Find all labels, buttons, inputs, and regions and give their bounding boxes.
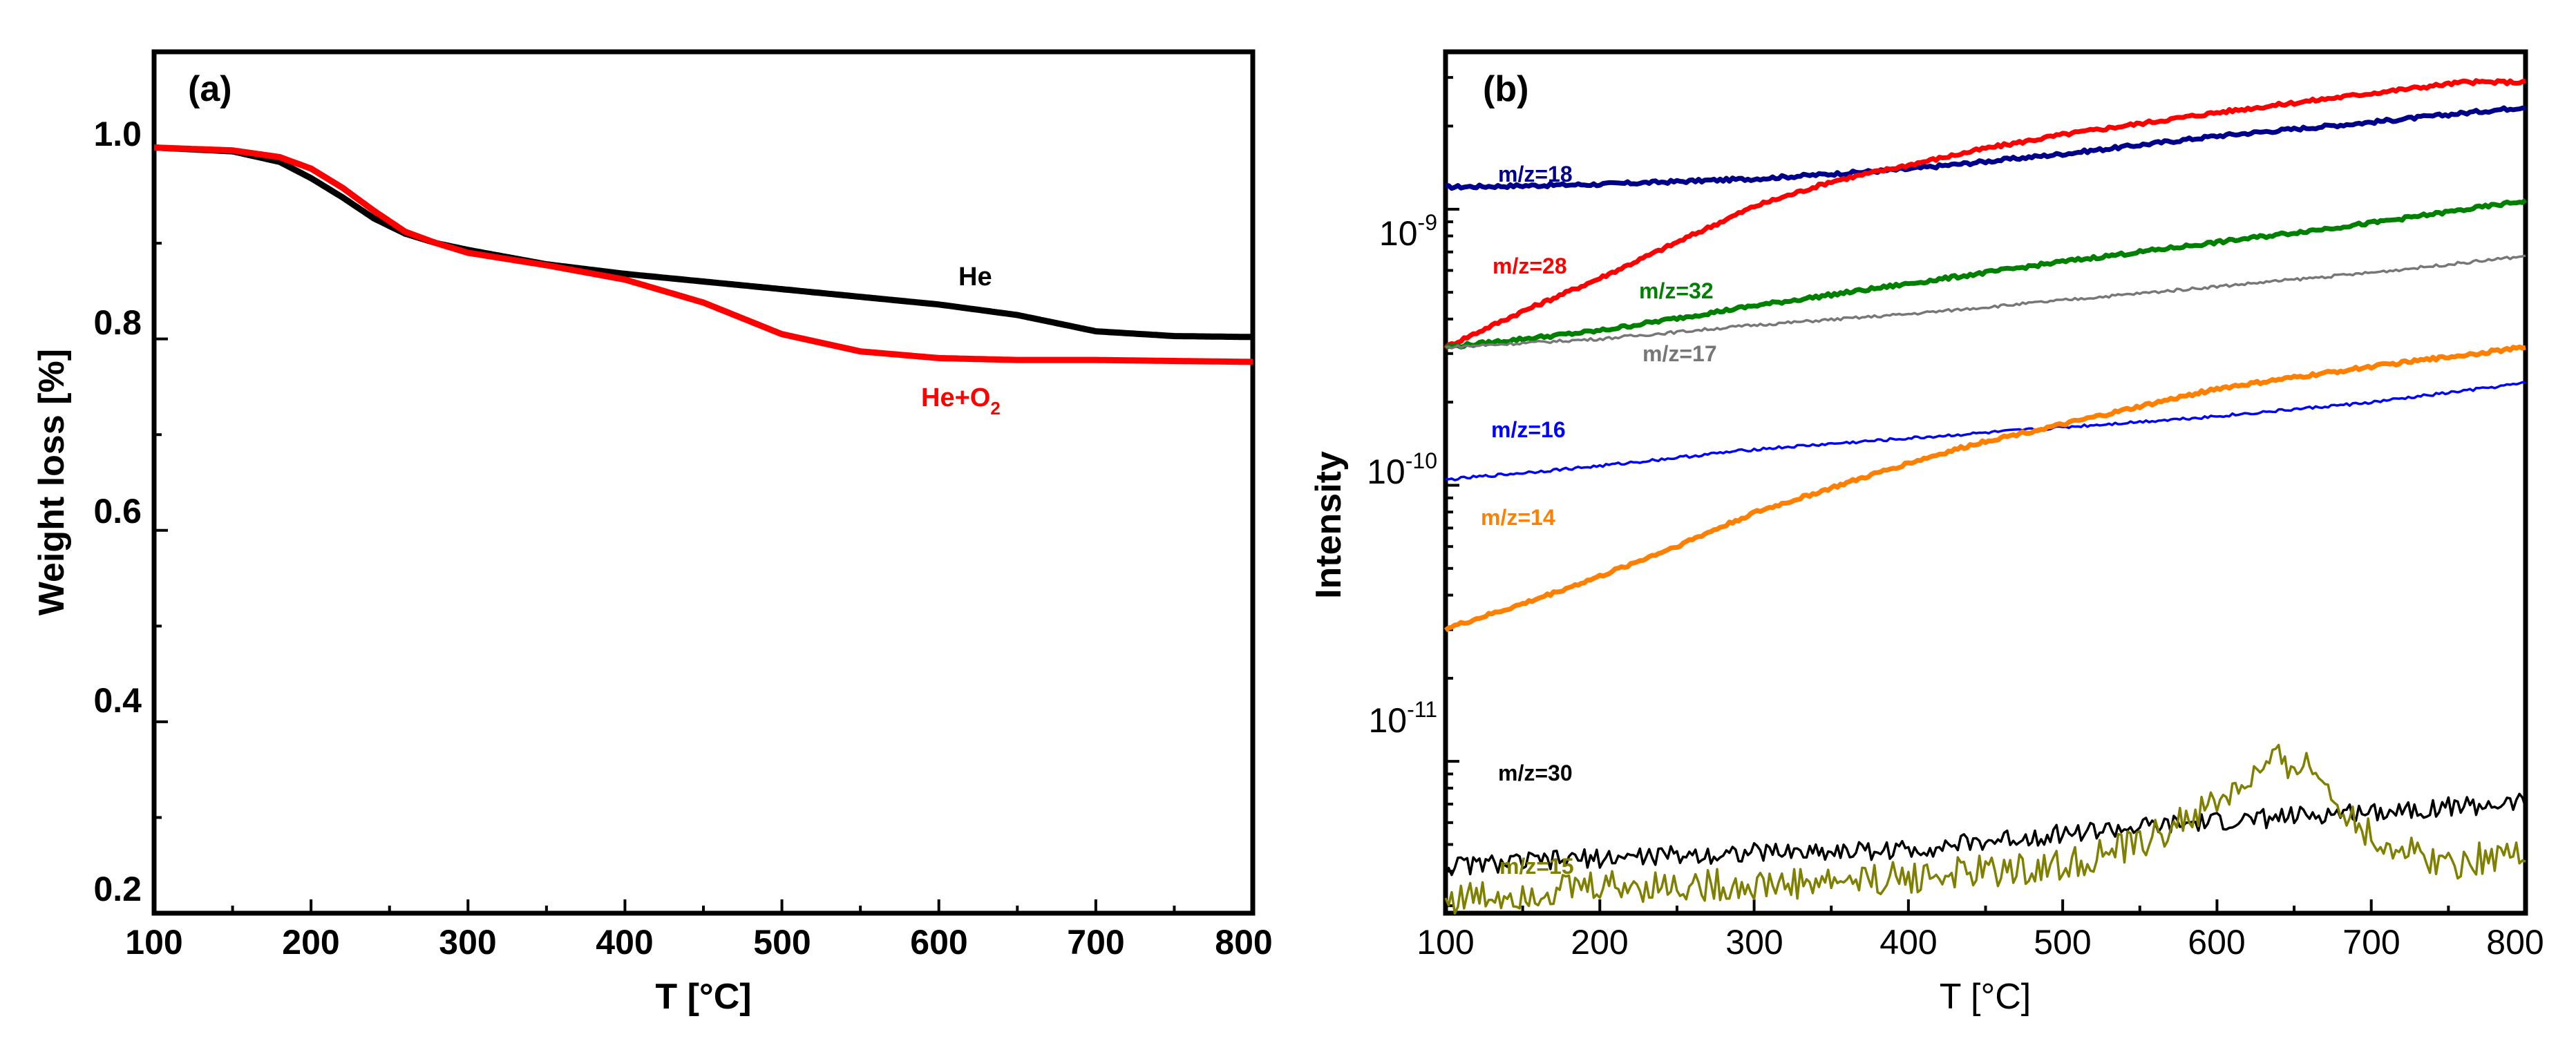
panel-a-x-axis-title: T [°C] (655, 977, 751, 1017)
b-x-tick-label: 100 (1417, 923, 1474, 962)
series-label-mz28: m/z=28 (1493, 254, 1567, 278)
b-x-tick-label: 700 (2342, 923, 2400, 962)
panel-b-x-axis-title: T [°C] (1940, 977, 2032, 1017)
b-x-tick-label: 300 (1725, 923, 1783, 962)
series-line-mz18 (1445, 105, 2526, 191)
series-label-mz32: m/z=32 (1639, 278, 1714, 303)
b-x-tick-label: 800 (2486, 923, 2544, 962)
series-line-mz16 (1445, 381, 2526, 481)
series-label-mz30: m/z=30 (1498, 761, 1573, 785)
series-label-he-o2-subscript: 2 (990, 398, 1000, 419)
b-y-tick-base: 10 (1379, 214, 1418, 253)
series-line-he-o2 (153, 144, 1253, 365)
panel-a-weight-loss-chart: (a) 100 200 300 400 500 600 700 800 0.2 … (32, 49, 1273, 1017)
panel-b-label: (b) (1483, 69, 1528, 109)
series-label-he: He (958, 262, 992, 292)
panel-a-label: (a) (188, 69, 232, 109)
a-x-tick-label: 800 (1215, 923, 1272, 962)
a-x-tick-label: 400 (596, 923, 653, 962)
a-y-tick-label: 0.2 (93, 870, 142, 908)
a-x-tick-label: 300 (439, 923, 496, 962)
series-line-he (153, 144, 1253, 341)
series-line-mz14 (1443, 344, 2526, 633)
a-x-tick-label: 600 (910, 923, 967, 962)
series-line-mz15 (1444, 743, 2526, 915)
panel-b-series (1443, 78, 2528, 915)
series-line-mz17 (1445, 254, 2526, 350)
a-x-tick-label: 200 (282, 923, 339, 962)
series-label-mz15: m/z=15 (1499, 854, 1574, 879)
series-label-he-o2-main: He+O (921, 383, 990, 412)
panel-a-series (153, 144, 1253, 365)
b-x-tick-label: 200 (1571, 923, 1628, 962)
b-x-tick-label: 600 (2188, 923, 2245, 962)
a-y-tick-label: 1.0 (93, 115, 142, 153)
series-line-mz28 (1443, 78, 2526, 350)
series-label-mz14: m/z=14 (1481, 505, 1555, 530)
a-y-tick-label: 0.6 (93, 492, 142, 531)
b-y-tick-label: 10-11 (1369, 697, 1438, 740)
panel-a-y-axis-title: Weight loss [%] (32, 349, 72, 615)
a-x-tick-label: 700 (1067, 923, 1124, 962)
a-y-tick-label: 0.8 (93, 303, 142, 342)
b-y-tick-exponent: -9 (1418, 210, 1437, 235)
a-x-tick-label: 500 (753, 923, 811, 962)
panel-b-intensity-chart: (b) 100 200 300 400 500 600 700 800 10-9… (1309, 49, 2544, 1017)
b-y-tick-label: 10-10 (1367, 448, 1437, 491)
panel-b-tick-marks (1444, 76, 2527, 913)
b-y-tick-base: 10 (1367, 452, 1405, 491)
series-line-mz32 (1444, 198, 2528, 350)
series-label-he-o2: He+O2 (921, 383, 1001, 419)
a-x-tick-label: 100 (125, 923, 182, 962)
series-label-mz16: m/z=16 (1491, 417, 1566, 442)
b-y-tick-exponent: -11 (1407, 697, 1437, 722)
b-y-tick-base: 10 (1369, 701, 1408, 740)
series-label-mz17: m/z=17 (1642, 341, 1717, 366)
b-y-tick-label: 10-9 (1379, 210, 1437, 253)
a-y-tick-label: 0.4 (93, 681, 142, 720)
panel-b-y-axis-title: Intensity (1309, 451, 1349, 599)
series-label-mz18: m/z=18 (1498, 162, 1573, 187)
b-x-tick-label: 400 (1879, 923, 1937, 962)
series-line-mz30 (1445, 792, 2527, 877)
b-y-tick-exponent: -10 (1405, 448, 1437, 473)
b-x-tick-label: 500 (2034, 923, 2091, 962)
